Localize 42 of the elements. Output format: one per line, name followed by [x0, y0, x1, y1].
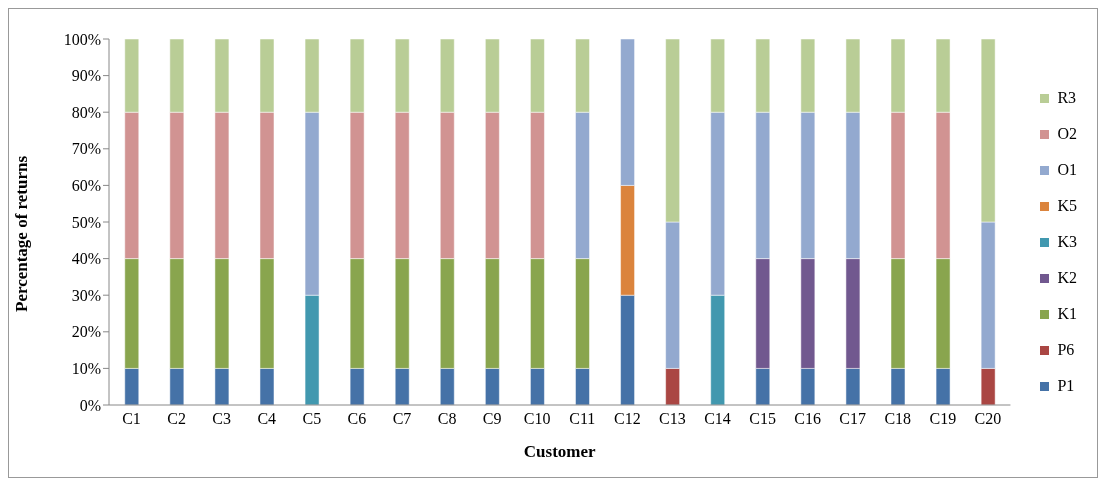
y-tick-label: 80% [71, 103, 101, 121]
x-tick-label: C16 [794, 410, 821, 428]
x-tick-label: C1 [122, 410, 141, 428]
x-tick-label: C13 [659, 410, 686, 428]
x-tick-label: C9 [482, 410, 502, 428]
legend-label: K2 [1057, 269, 1077, 287]
legend-label: R3 [1057, 89, 1077, 107]
x-tick-label: C12 [613, 410, 641, 428]
legend-label: P1 [1057, 377, 1075, 395]
x-tick-label: C5 [302, 410, 322, 428]
x-tick-label: C8 [437, 410, 457, 428]
x-tick-label: C18 [884, 410, 912, 428]
x-tick-label: C2 [167, 410, 186, 428]
x-axis-title: Customer [523, 442, 597, 461]
y-tick-label: 90% [71, 67, 101, 85]
y-tick-label: 100% [63, 30, 101, 48]
y-tick-label: 30% [71, 286, 101, 304]
y-tick-label: 70% [71, 140, 101, 158]
x-tick-label: C6 [347, 410, 367, 428]
legend-label: O2 [1057, 125, 1077, 143]
y-tick-label: 10% [71, 360, 101, 378]
y-tick-label: 60% [71, 177, 101, 195]
legend-label: O1 [1057, 161, 1077, 179]
x-tick-label: C20 [974, 410, 1002, 428]
legend-label: K5 [1057, 197, 1077, 215]
x-tick-label: C15 [749, 410, 776, 428]
x-tick-label: C7 [392, 410, 412, 428]
x-tick-label: C10 [523, 410, 551, 428]
y-tick-label: 50% [71, 213, 101, 231]
y-axis-title: Percentage of returns [12, 155, 32, 312]
x-tick-label: C3 [212, 410, 232, 428]
x-tick-label: C11 [569, 410, 596, 428]
legend-label: P6 [1057, 341, 1075, 359]
y-tick-label: 0% [79, 396, 101, 414]
y-tick-label: 40% [71, 250, 101, 268]
x-tick-label: C14 [704, 410, 731, 428]
x-tick-label: C19 [929, 410, 957, 428]
x-tick-label: C4 [257, 410, 277, 428]
legend-label: K3 [1057, 233, 1077, 251]
x-tick-label: C17 [839, 410, 867, 428]
legend-label: K1 [1057, 305, 1077, 323]
y-tick-label: 20% [71, 323, 101, 341]
